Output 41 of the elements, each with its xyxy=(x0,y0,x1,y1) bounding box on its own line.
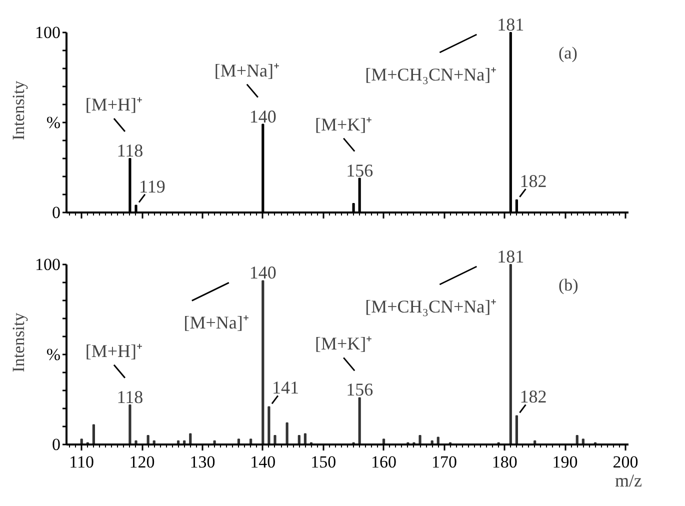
x-tick-label: 120 xyxy=(129,452,155,472)
annotation: (b) xyxy=(558,276,578,294)
annotation: [M+K]⁺ xyxy=(315,114,372,134)
annotation: 156 xyxy=(346,380,374,400)
annotation: 182 xyxy=(520,170,547,191)
y-axis-title: Intensity xyxy=(9,312,28,372)
annotation: 119 xyxy=(138,176,166,196)
x-tick-label: 170 xyxy=(431,452,457,472)
annotation: 140 xyxy=(249,262,276,283)
y-tick-label: % xyxy=(46,113,61,132)
x-axis-title: m/z xyxy=(615,470,642,490)
annotation: 156 xyxy=(346,160,374,180)
annotation: [M+CH₃CN+Na]⁺ xyxy=(365,296,497,316)
x-tick-label: 140 xyxy=(250,452,276,472)
y-tick-label: 0 xyxy=(52,203,60,222)
annotation: 141 xyxy=(272,378,299,398)
x-tick-label: 110 xyxy=(69,452,94,472)
y-axis-title: Intensity xyxy=(9,80,28,140)
x-tick-label: 200 xyxy=(612,452,638,472)
y-tick-label: % xyxy=(46,345,61,364)
x-tick-label: 130 xyxy=(190,452,216,472)
x-tick-label: 190 xyxy=(552,452,578,472)
y-tick-label: 100 xyxy=(35,23,60,42)
annotation: [M+H]⁺ xyxy=(85,94,143,114)
annotation: [M+Na]⁺ xyxy=(184,312,249,333)
annotation: [M+H]⁺ xyxy=(85,340,143,361)
annotation: 181 xyxy=(497,246,524,266)
annotation: [M+CH₃CN+Na]⁺ xyxy=(365,64,497,84)
x-tick-label: 180 xyxy=(492,452,518,472)
x-tick-label: 160 xyxy=(371,452,397,472)
annotation: 140 xyxy=(249,106,276,126)
y-tick-label: 100 xyxy=(35,255,60,274)
annotation: [M+K]⁺ xyxy=(315,334,372,354)
annotation: 181 xyxy=(497,14,524,34)
annotation: 118 xyxy=(116,140,144,160)
annotation: 182 xyxy=(520,386,547,407)
annotation: (a) xyxy=(558,44,578,62)
annotation: 118 xyxy=(116,386,144,407)
x-tick-label: 150 xyxy=(310,452,336,472)
annotation: [M+Na]⁺ xyxy=(214,60,280,80)
y-tick-label: 0 xyxy=(52,435,60,454)
